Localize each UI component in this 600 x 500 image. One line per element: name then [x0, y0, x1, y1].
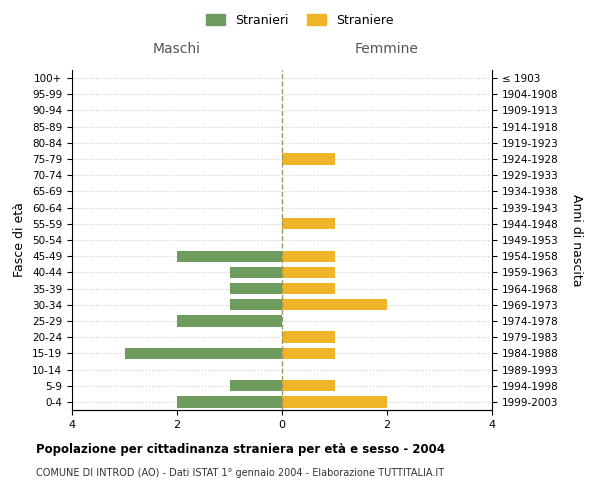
Bar	[229, 283, 282, 294]
Text: Popolazione per cittadinanza straniera per età e sesso - 2004: Popolazione per cittadinanza straniera p…	[36, 442, 445, 456]
Bar	[282, 266, 335, 278]
Bar	[282, 332, 335, 343]
Bar	[282, 154, 335, 164]
Text: Maschi: Maschi	[153, 42, 201, 56]
Bar	[282, 250, 335, 262]
Bar	[125, 348, 282, 359]
Bar	[282, 218, 335, 230]
Bar	[282, 348, 335, 359]
Bar	[177, 316, 282, 326]
Bar	[282, 380, 335, 392]
Text: Femmine: Femmine	[355, 42, 419, 56]
Bar	[177, 250, 282, 262]
Text: COMUNE DI INTROD (AO) - Dati ISTAT 1° gennaio 2004 - Elaborazione TUTTITALIA.IT: COMUNE DI INTROD (AO) - Dati ISTAT 1° ge…	[36, 468, 444, 477]
Y-axis label: Anni di nascita: Anni di nascita	[569, 194, 583, 286]
Legend: Stranieri, Straniere: Stranieri, Straniere	[202, 8, 398, 32]
Bar	[177, 396, 282, 407]
Bar	[229, 266, 282, 278]
Bar	[282, 299, 387, 310]
Bar	[229, 299, 282, 310]
Bar	[229, 380, 282, 392]
Bar	[282, 396, 387, 407]
Bar	[282, 283, 335, 294]
Y-axis label: Fasce di età: Fasce di età	[13, 202, 26, 278]
